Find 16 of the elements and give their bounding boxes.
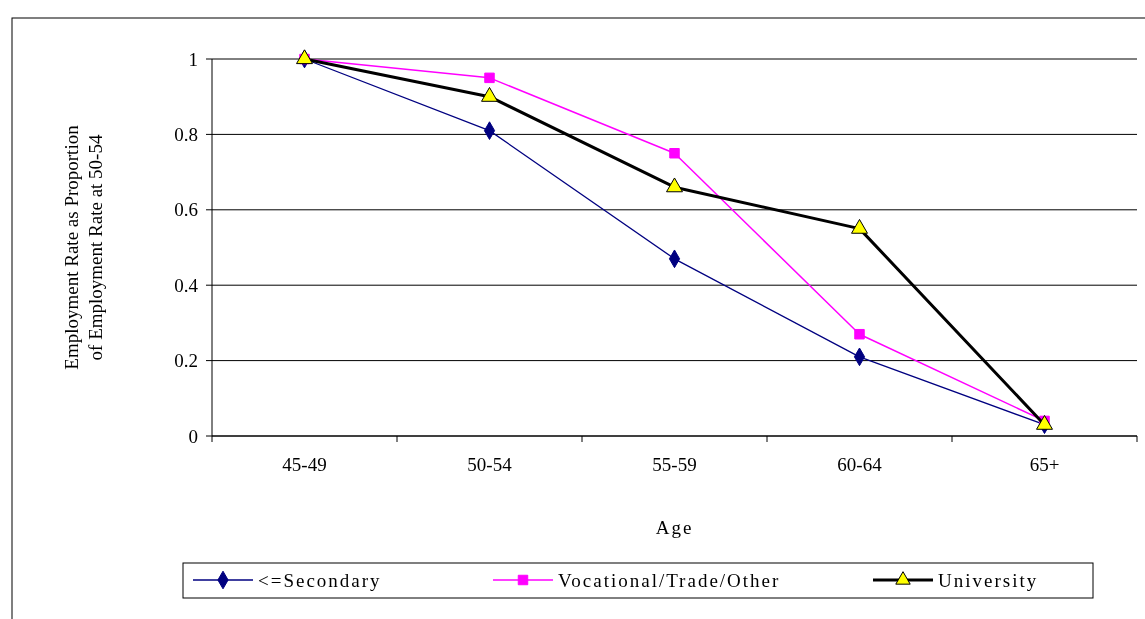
y-tick-label: 0.2	[174, 350, 198, 372]
x-axis-title: Age	[655, 517, 694, 538]
x-tick-label: 65+	[1029, 454, 1060, 475]
y-axis-title: Employment Rate as Proportion of Employment Rate at 50-54	[61, 124, 106, 370]
y-tick-label: 0	[188, 425, 198, 447]
y-tick-label: 1	[188, 48, 198, 70]
legend-label: Vocational/Trade/Other	[558, 569, 781, 591]
x-tick-label: 45-49	[282, 454, 327, 475]
y-tick-label: 0.8	[174, 124, 198, 146]
legend-label: University	[938, 569, 1039, 591]
y-tick-label: 0.6	[174, 199, 198, 221]
x-tick-label: 50-54	[467, 454, 513, 475]
legend-label: <=Secondary	[258, 569, 382, 591]
x-tick-label: 60-64	[837, 454, 883, 475]
x-tick-label: 55-59	[652, 454, 697, 475]
y-tick-label: 0.4	[174, 274, 199, 296]
